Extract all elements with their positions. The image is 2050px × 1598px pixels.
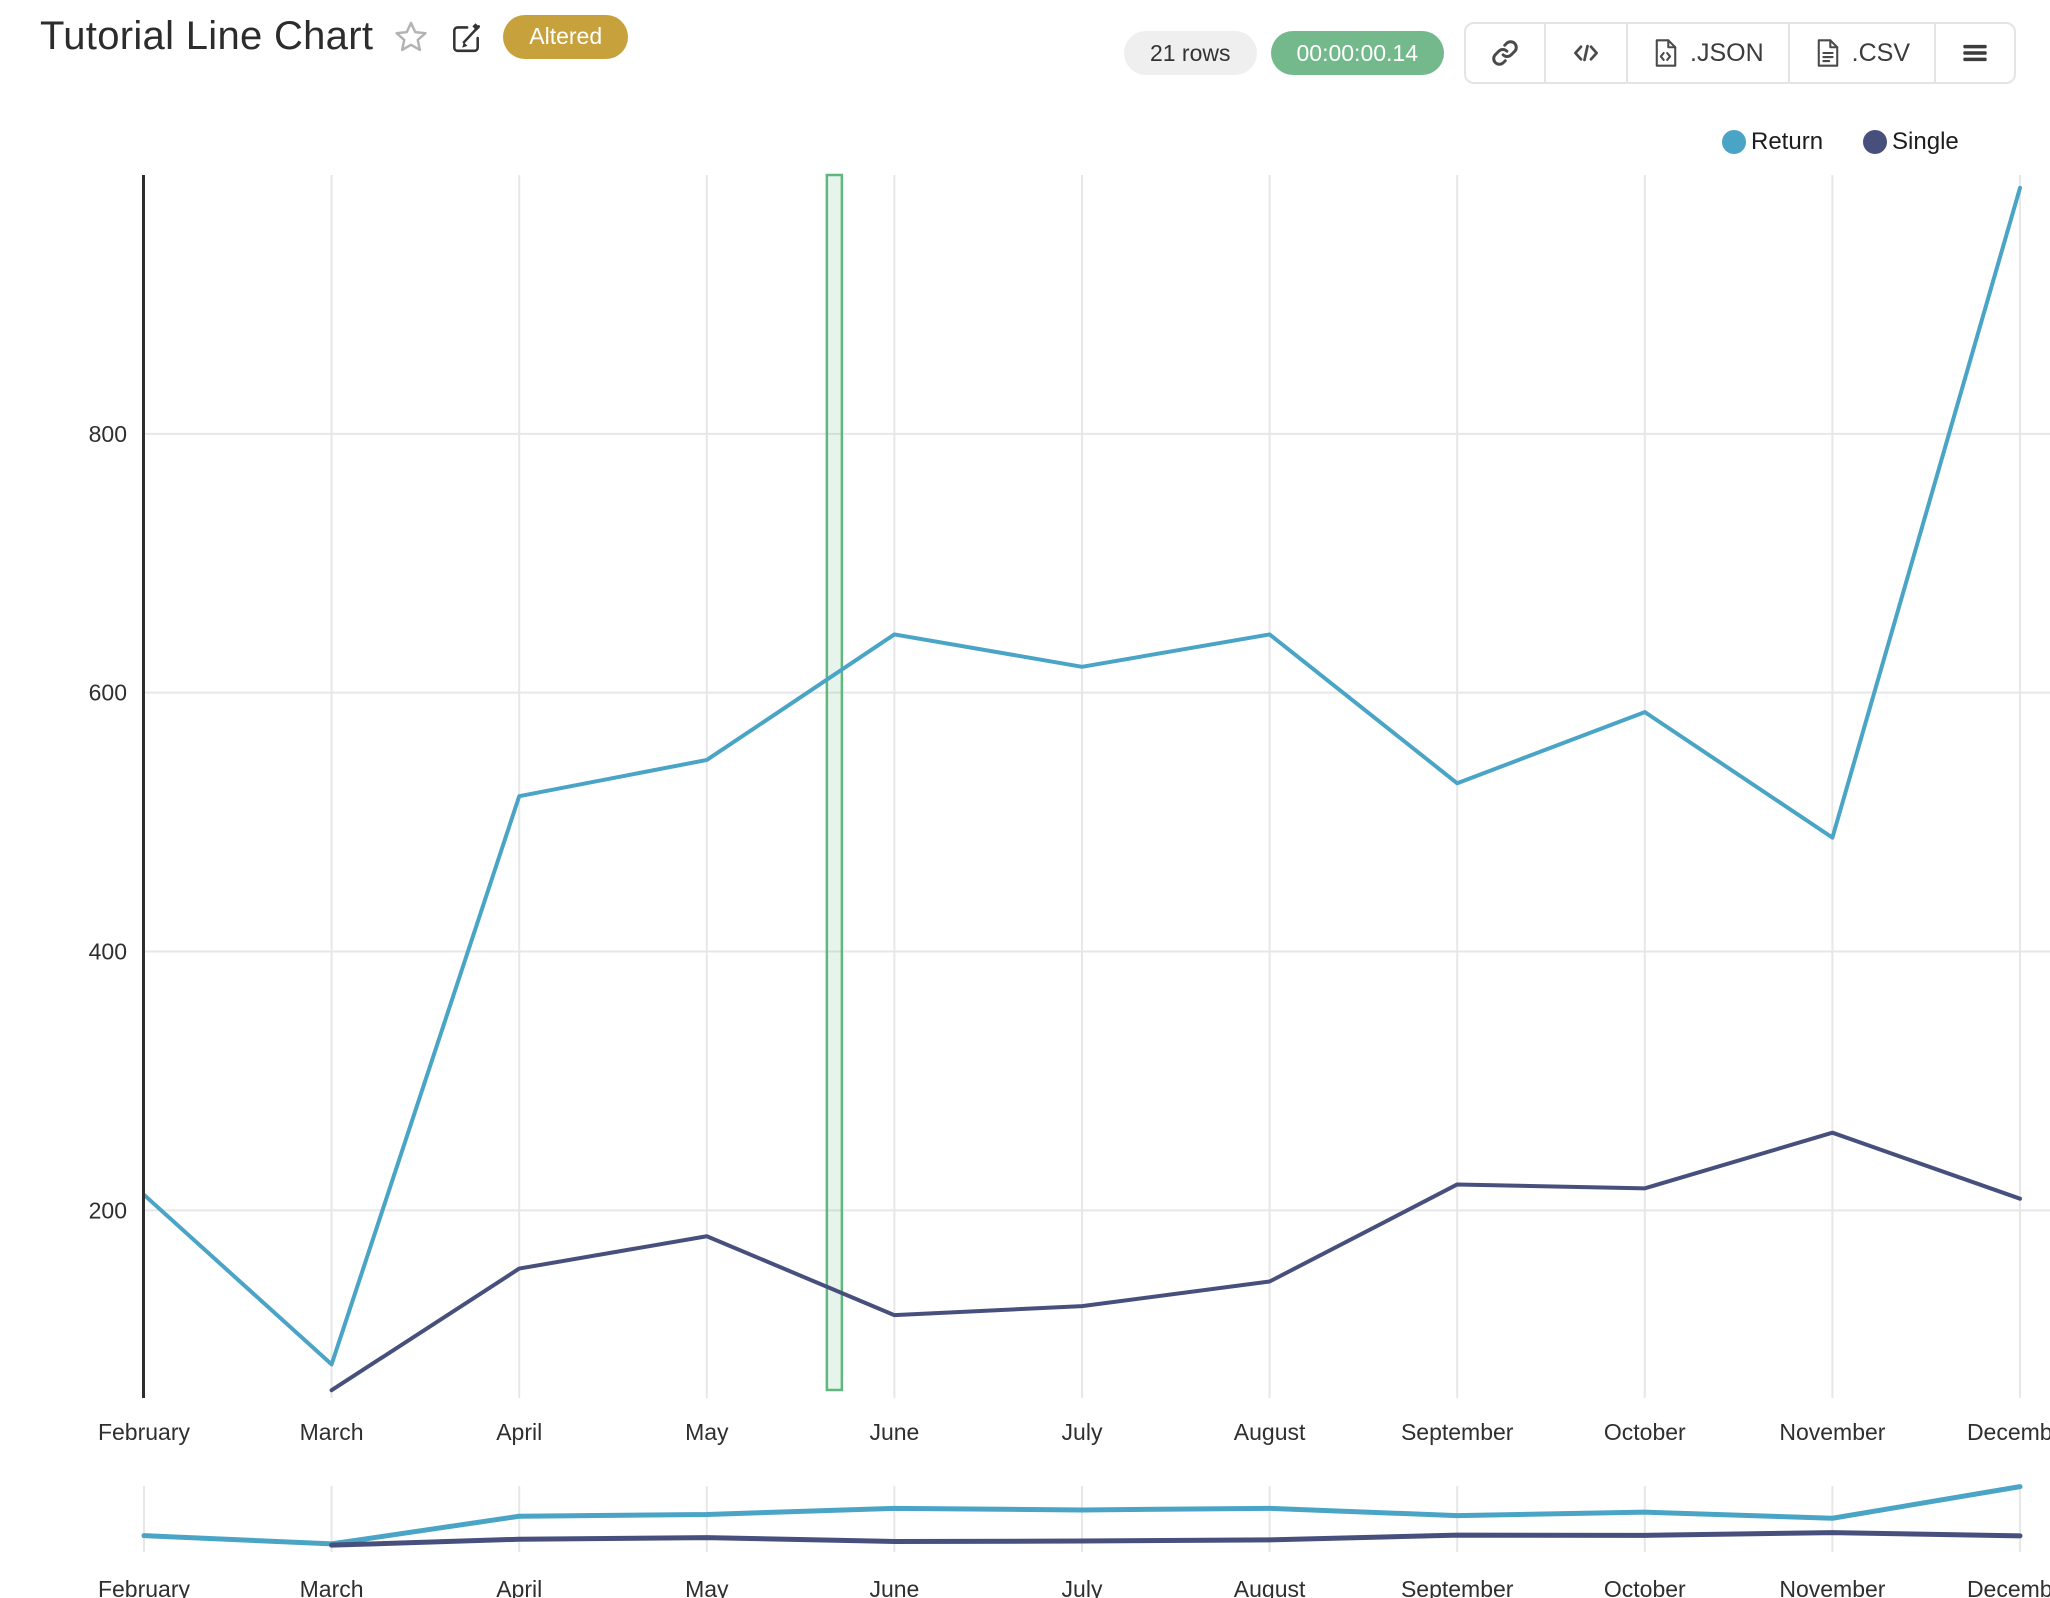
- mini-x-tick-label: April: [496, 1576, 542, 1598]
- y-tick-label: 400: [89, 939, 127, 965]
- link-icon: [1492, 40, 1518, 66]
- x-tick-label: December: [1967, 1419, 2050, 1445]
- chart-header: Tutorial Line Chart Altered: [40, 14, 629, 59]
- range-selector[interactable]: [143, 1482, 2050, 1555]
- mini-x-tick-label: December: [1967, 1576, 2050, 1598]
- query-timer-badge: 00:00:00.14: [1270, 31, 1445, 75]
- x-tick-label: September: [1401, 1419, 1514, 1445]
- row-count-badge: 21 rows: [1123, 31, 1257, 75]
- star-icon: [395, 21, 427, 51]
- embed-code-icon: [1574, 44, 1599, 62]
- x-tick-label: April: [496, 1419, 542, 1445]
- selection-band[interactable]: [825, 173, 844, 1392]
- edit-title-button[interactable]: [449, 20, 483, 54]
- mini-x-tick-label: November: [1779, 1576, 1885, 1598]
- legend-item-single[interactable]: Single: [1863, 128, 1959, 156]
- x-tick-label: October: [1604, 1419, 1686, 1445]
- menu-button[interactable]: [1934, 24, 2014, 82]
- mini-series-line-single[interactable]: [329, 1530, 2023, 1548]
- mini-x-tick-label: October: [1604, 1576, 1686, 1598]
- legend-dot-single: [1863, 130, 1888, 154]
- mini-series-line-return[interactable]: [141, 1484, 2023, 1547]
- header-toolbar: 21 rows 00:00:00.14 .JSON: [1123, 22, 2016, 84]
- y-tick-label: 800: [89, 421, 127, 447]
- export-json-label: .JSON: [1690, 38, 1764, 67]
- csv-file-icon: [1817, 39, 1838, 67]
- legend-label: Single: [1892, 128, 1959, 155]
- y-tick-label: 600: [89, 680, 127, 706]
- embed-code-button[interactable]: [1544, 24, 1626, 82]
- mini-x-tick-label: September: [1401, 1576, 1514, 1598]
- series-line-return[interactable]: [142, 185, 2022, 1367]
- mini-x-tick-label: June: [869, 1576, 919, 1598]
- x-tick-label: March: [300, 1419, 364, 1445]
- page-title: Tutorial Line Chart: [40, 14, 374, 58]
- x-tick-label: November: [1779, 1419, 1885, 1445]
- export-button-group: .JSON .CSV: [1464, 22, 2016, 84]
- x-tick-label: July: [1062, 1419, 1103, 1445]
- edit-pencil-icon: [453, 22, 481, 52]
- x-tick-label: June: [869, 1419, 919, 1445]
- chart-legend: Return Single: [1722, 128, 1959, 156]
- y-tick-label: 200: [89, 1197, 127, 1223]
- mini-x-tick-label: May: [685, 1576, 729, 1598]
- favorite-star-button[interactable]: [393, 19, 429, 55]
- x-tick-label: February: [98, 1419, 191, 1445]
- legend-label: Return: [1751, 128, 1824, 155]
- export-csv-label: .CSV: [1851, 38, 1910, 67]
- menu-icon: [1963, 44, 1987, 62]
- legend-item-return[interactable]: Return: [1722, 128, 1823, 156]
- legend-dot-return: [1722, 130, 1746, 154]
- altered-badge[interactable]: Altered: [503, 14, 629, 59]
- json-file-icon: [1655, 39, 1677, 67]
- mini-x-tick-label: February: [98, 1576, 191, 1598]
- export-csv-button[interactable]: .CSV: [1787, 24, 1934, 82]
- mini-x-tick-label: July: [1062, 1576, 1103, 1598]
- series-line-single[interactable]: [329, 1130, 2022, 1393]
- x-tick-label: May: [685, 1419, 729, 1445]
- plot-area[interactable]: [143, 175, 2050, 1398]
- export-json-button[interactable]: .JSON: [1626, 24, 1788, 82]
- x-tick-label: August: [1234, 1419, 1306, 1445]
- mini-x-tick-label: March: [300, 1576, 364, 1598]
- copy-link-button[interactable]: [1466, 24, 1544, 82]
- mini-x-tick-label: August: [1234, 1576, 1306, 1598]
